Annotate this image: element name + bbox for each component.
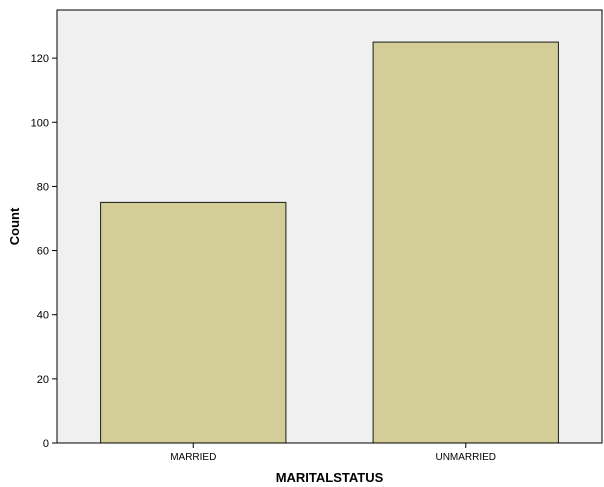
y-tick-label: 80 (37, 181, 49, 193)
y-ticks-group: 0 20 40 60 80 100 120 (31, 53, 57, 450)
y-tick-label: 20 (37, 374, 49, 386)
x-tick-label-married: MARRIED (170, 452, 216, 463)
y-tick-label: 100 (31, 117, 49, 129)
x-ticks-group: MARRIED UNMARRIED (170, 443, 496, 463)
y-tick-label: 120 (31, 53, 49, 65)
bars-group (100, 41, 559, 444)
bar-unmarried (372, 41, 559, 444)
x-tick-label-unmarried: UNMARRIED (435, 452, 496, 463)
y-tick-label: 40 (37, 310, 49, 322)
y-tick-label: 0 (43, 438, 49, 450)
y-tick-label: 60 (37, 246, 49, 258)
y-axis-title: Count (7, 207, 22, 245)
bar-married (100, 201, 287, 444)
x-axis-title: MARITALSTATUS (276, 470, 384, 485)
